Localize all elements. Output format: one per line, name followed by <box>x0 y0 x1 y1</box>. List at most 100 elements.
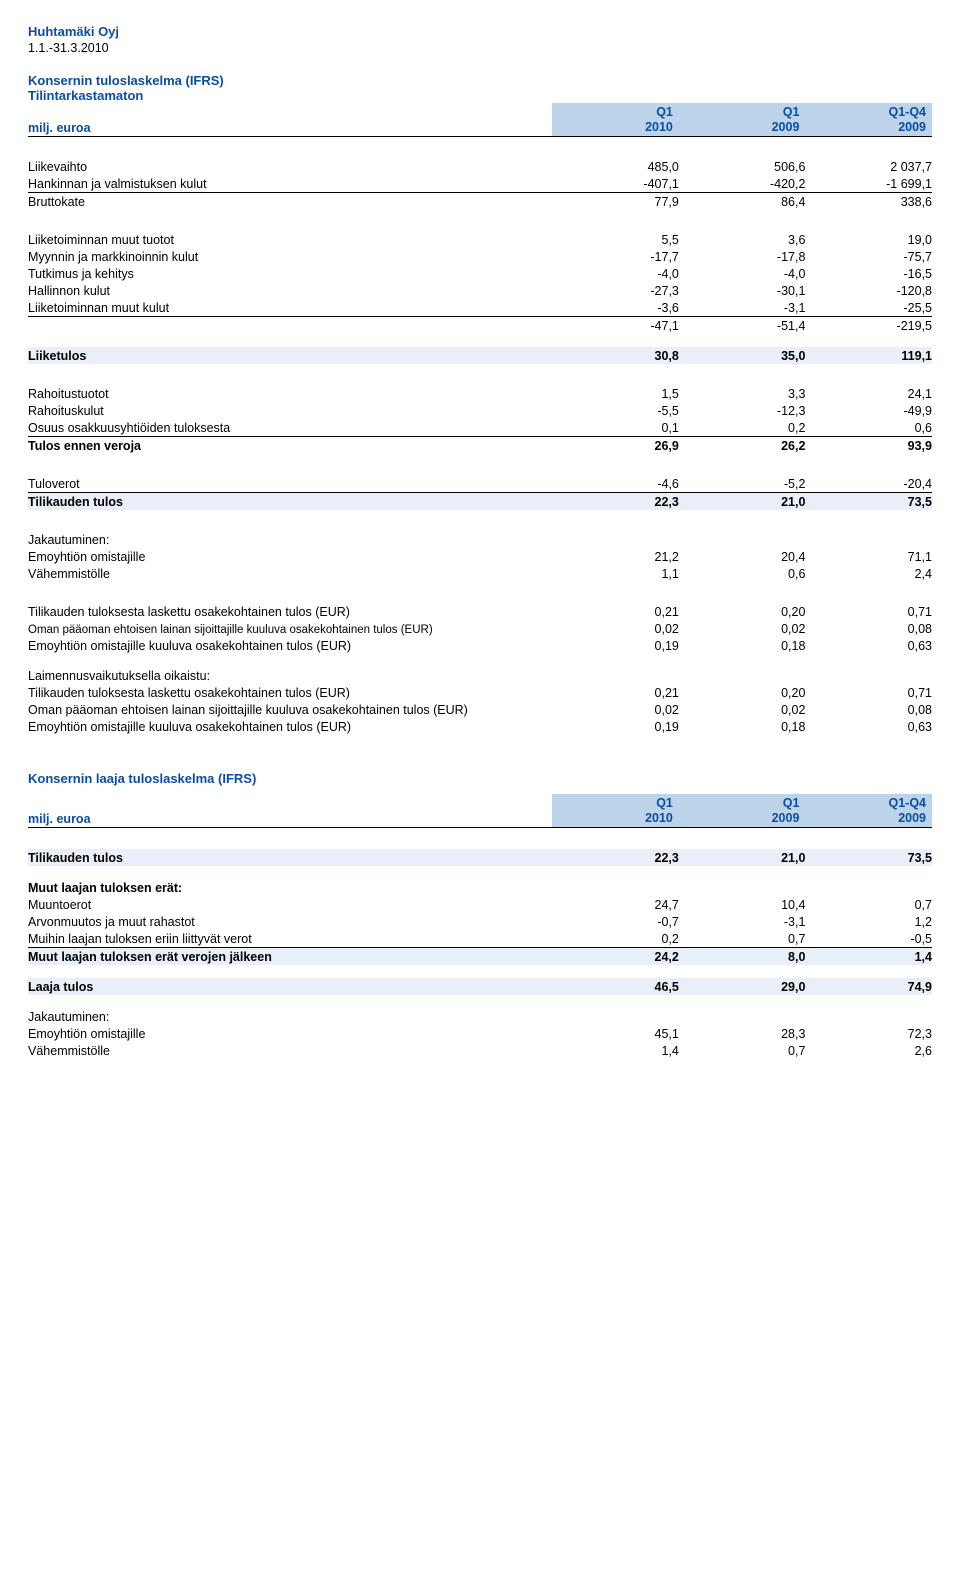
row-value: 77,9 <box>552 193 679 211</box>
header-row-2b: milj. euroa 2010 2009 2009 <box>28 810 932 828</box>
table-row: Liiketoiminnan muut tuotot5,53,619,0 <box>28 231 932 248</box>
table-row: Tuloverot-4,6-5,2-20,4 <box>28 475 932 493</box>
other-comprehensive-label: Muut laajan tuloksen erät: <box>28 879 552 896</box>
row-label: Liikevaihto <box>28 158 552 175</box>
row-value: 26,2 <box>679 437 806 455</box>
row-value: 0,02 <box>679 620 806 637</box>
row-value: 28,3 <box>679 1025 806 1042</box>
row-value: -16,5 <box>805 265 932 282</box>
row-value: -4,0 <box>679 265 806 282</box>
header-row-1b: Q1 Q1 Q1-Q4 <box>28 794 932 810</box>
row-value: 0,2 <box>679 419 806 437</box>
row-value: 1,4 <box>552 1042 679 1059</box>
row-value: 2,4 <box>805 565 932 582</box>
row-value: 0,2 <box>552 930 679 948</box>
row-label: Arvonmuutos ja muut rahastot <box>28 913 552 930</box>
row-value: 0,63 <box>805 718 932 735</box>
diluted-label: Laimennusvaikutuksella oikaistu: <box>28 667 552 684</box>
row-value: -0,7 <box>552 913 679 930</box>
row-label: Muuntoerot <box>28 896 552 913</box>
row-value: 0,19 <box>552 637 679 654</box>
row-value: 0,6 <box>805 419 932 437</box>
row-label: Liiketoiminnan muut tuotot <box>28 231 552 248</box>
row-label: Emoyhtiön omistajille <box>28 1025 552 1042</box>
row-value: 0,21 <box>552 684 679 701</box>
table-row: Vähemmistölle1,40,72,6 <box>28 1042 932 1059</box>
row-value: 0,71 <box>805 684 932 701</box>
row-label: Tulos ennen veroja <box>28 437 552 455</box>
row-label: Oman pääoman ehtoisen lainan sijoittajil… <box>28 701 552 718</box>
row-value: -3,1 <box>679 913 806 930</box>
table-row: Oman pääoman ehtoisen lainan sijoittajil… <box>28 620 932 637</box>
row-value: 0,7 <box>679 1042 806 1059</box>
row-value: 485,0 <box>552 158 679 175</box>
row-value: 0,63 <box>805 637 932 654</box>
header-row-1: Q1 Q1 Q1-Q4 <box>28 103 932 119</box>
row-label: Osuus osakkuusyhtiöiden tuloksesta <box>28 419 552 437</box>
row-value: -0,5 <box>805 930 932 948</box>
col-q1q4-2009-b: 2009 <box>805 119 932 137</box>
table-row: Bruttokate77,986,4338,6 <box>28 193 932 211</box>
row-value: 0,20 <box>679 603 806 620</box>
row-label: Tilikauden tuloksesta laskettu osakekoht… <box>28 684 552 701</box>
table-row: Muihin laajan tuloksen eriin liittyvät v… <box>28 930 932 948</box>
row-label: Oman pääoman ehtoisen lainan sijoittajil… <box>28 620 552 637</box>
row-value: 2,6 <box>805 1042 932 1059</box>
table-row: Oman pääoman ehtoisen lainan sijoittajil… <box>28 701 932 718</box>
row-value: -407,1 <box>552 175 679 193</box>
row-value: 1,1 <box>552 565 679 582</box>
table-row: Tilikauden tuloksesta laskettu osakekoht… <box>28 684 932 701</box>
row-label: Emoyhtiön omistajille <box>28 548 552 565</box>
row-value: 20,4 <box>679 548 806 565</box>
row-value: 506,6 <box>679 158 806 175</box>
row-value: 71,1 <box>805 548 932 565</box>
period-result-row: Tilikauden tulos 22,3 21,0 73,5 <box>28 493 932 511</box>
row-value: 0,19 <box>552 718 679 735</box>
row-value: -49,9 <box>805 402 932 419</box>
table-row: Liiketoiminnan muut kulut-3,6-3,1-25,5 <box>28 299 932 317</box>
row-value: -3,1 <box>679 299 806 317</box>
row-label: Vähemmistölle <box>28 565 552 582</box>
row-label: Vähemmistölle <box>28 1042 552 1059</box>
row-value: -219,5 <box>805 317 932 335</box>
row-value: -4,0 <box>552 265 679 282</box>
row-value: 45,1 <box>552 1025 679 1042</box>
row-value: 0,6 <box>679 565 806 582</box>
distribution-label-2: Jakautuminen: <box>28 1008 552 1025</box>
row-value: 1,2 <box>805 913 932 930</box>
row-label: Emoyhtiön omistajille kuuluva osakekohta… <box>28 637 552 654</box>
header-row-2: milj. euroa 2010 2009 2009 <box>28 119 932 137</box>
row-label: Hallinnon kulut <box>28 282 552 299</box>
row-label: Rahoituskulut <box>28 402 552 419</box>
income-statement-table: Q1 Q1 Q1-Q4 milj. euroa 2010 2009 2009 L… <box>28 103 932 735</box>
col-q1-2010-b: 2010 <box>552 119 679 137</box>
row-value: 338,6 <box>805 193 932 211</box>
col-q1-2009-b: 2009 <box>679 119 806 137</box>
row-label: Emoyhtiön omistajille kuuluva osakekohta… <box>28 718 552 735</box>
row-value: -1 699,1 <box>805 175 932 193</box>
row-value: -47,1 <box>552 317 679 335</box>
row-label: Tilikauden tuloksesta laskettu osakekoht… <box>28 603 552 620</box>
table-row: Emoyhtiön omistajille45,128,372,3 <box>28 1025 932 1042</box>
row-value: 93,9 <box>805 437 932 455</box>
comprehensive-income-table: Q1 Q1 Q1-Q4 milj. euroa 2010 2009 2009 T… <box>28 794 932 1059</box>
row-value: 0,08 <box>805 701 932 718</box>
row-value: 0,7 <box>805 896 932 913</box>
row-value: -12,3 <box>679 402 806 419</box>
row-label: Tutkimus ja kehitys <box>28 265 552 282</box>
row-label: Rahoitustuotot <box>28 385 552 402</box>
row-value: -20,4 <box>805 475 932 493</box>
col-q1-2010-a: Q1 <box>552 103 679 119</box>
row-value: 0,7 <box>679 930 806 948</box>
row-value: 0,21 <box>552 603 679 620</box>
table-row: Hallinnon kulut-27,3-30,1-120,8 <box>28 282 932 299</box>
row-label: Liiketoiminnan muut kulut <box>28 299 552 317</box>
period-result-label: Tilikauden tulos <box>28 493 552 511</box>
period-result-row-2: Tilikauden tulos 22,3 21,0 73,5 <box>28 849 932 866</box>
row-label: Muihin laajan tuloksen eriin liittyvät v… <box>28 930 552 948</box>
col-label: milj. euroa <box>28 119 552 137</box>
table-row: Vähemmistölle1,10,62,4 <box>28 565 932 582</box>
row-label <box>28 317 552 335</box>
company-name: Huhtamäki Oyj <box>28 24 932 39</box>
row-value: -75,7 <box>805 248 932 265</box>
